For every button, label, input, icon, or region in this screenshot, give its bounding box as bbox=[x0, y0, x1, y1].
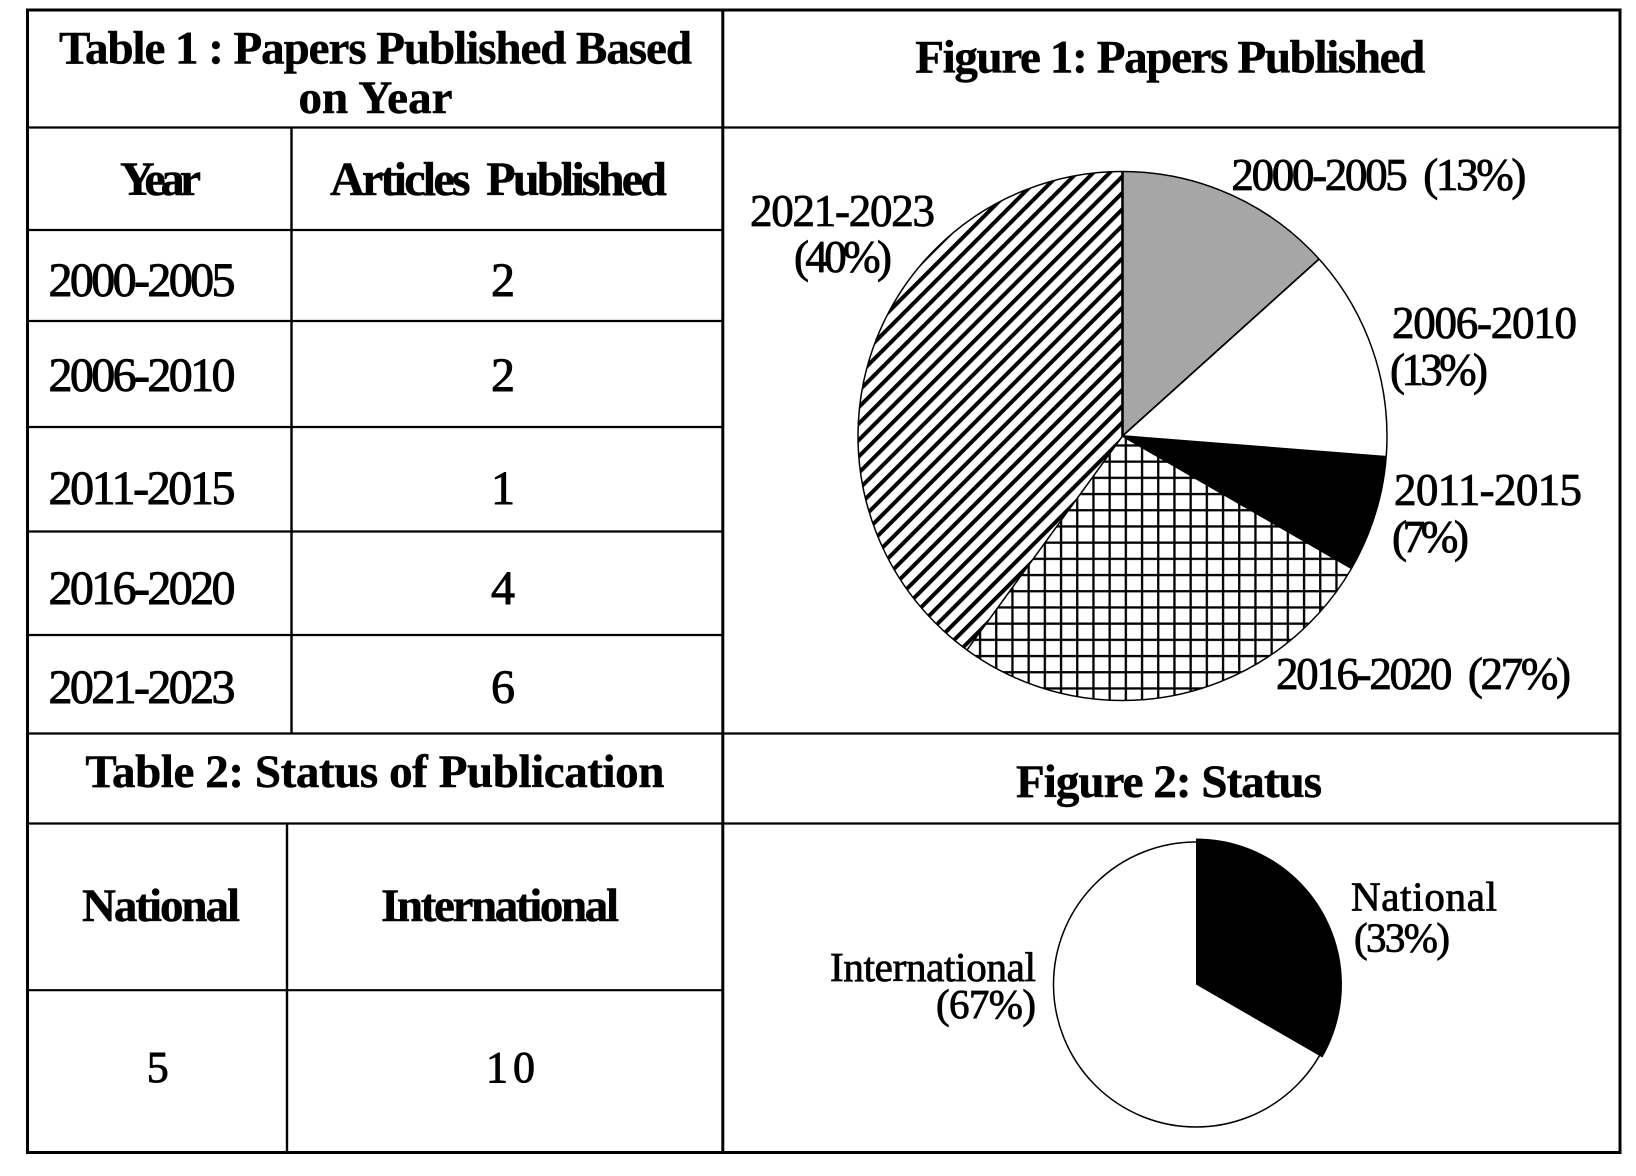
svg-text:2: 2 bbox=[491, 349, 515, 402]
svg-text:Figure 1: Papers Published: Figure 1: Papers Published bbox=[915, 32, 1425, 84]
svg-text:(13%): (13%) bbox=[1390, 345, 1488, 395]
svg-text:5: 5 bbox=[147, 1043, 169, 1092]
svg-text:2016-2020: 2016-2020 bbox=[49, 562, 236, 615]
svg-text:(33%): (33%) bbox=[1354, 915, 1450, 961]
svg-text:(40%): (40%) bbox=[794, 232, 892, 282]
svg-text:(7%): (7%) bbox=[1392, 512, 1469, 562]
svg-text:2021-2023: 2021-2023 bbox=[750, 186, 935, 236]
svg-text:6: 6 bbox=[491, 661, 515, 714]
svg-text:National: National bbox=[1351, 874, 1497, 920]
svg-text:2000-2005: 2000-2005 bbox=[49, 254, 236, 307]
svg-text:2000-2005 (13%): 2000-2005 (13%) bbox=[1231, 150, 1526, 200]
svg-text:2: 2 bbox=[491, 254, 515, 307]
svg-text:Year: Year bbox=[120, 153, 201, 206]
svg-text:2006-2010: 2006-2010 bbox=[49, 349, 236, 402]
svg-text:Articles Published: Articles Published bbox=[330, 153, 667, 206]
svg-text:International: International bbox=[381, 880, 619, 932]
svg-text:International: International bbox=[830, 944, 1036, 990]
svg-text:2011-2015: 2011-2015 bbox=[1394, 465, 1582, 515]
svg-text:(67%): (67%) bbox=[936, 981, 1036, 1027]
svg-text:Figure 2: Status: Figure 2: Status bbox=[1016, 756, 1322, 808]
svg-text:4: 4 bbox=[491, 562, 515, 615]
svg-text:National: National bbox=[82, 880, 240, 932]
svg-text:2016-2020 (27%): 2016-2020 (27%) bbox=[1276, 649, 1571, 699]
svg-text:Table 1 : Papers Published Bas: Table 1 : Papers Published Based bbox=[59, 23, 692, 75]
svg-text:2011-2015: 2011-2015 bbox=[49, 462, 236, 515]
svg-text:1: 1 bbox=[491, 462, 515, 515]
svg-text:2006-2010: 2006-2010 bbox=[1392, 298, 1577, 348]
svg-text:on Year: on Year bbox=[299, 72, 453, 124]
svg-text:Table 2: Status of Publication: Table 2: Status of Publication bbox=[85, 746, 664, 798]
svg-text:2021-2023: 2021-2023 bbox=[49, 661, 236, 714]
